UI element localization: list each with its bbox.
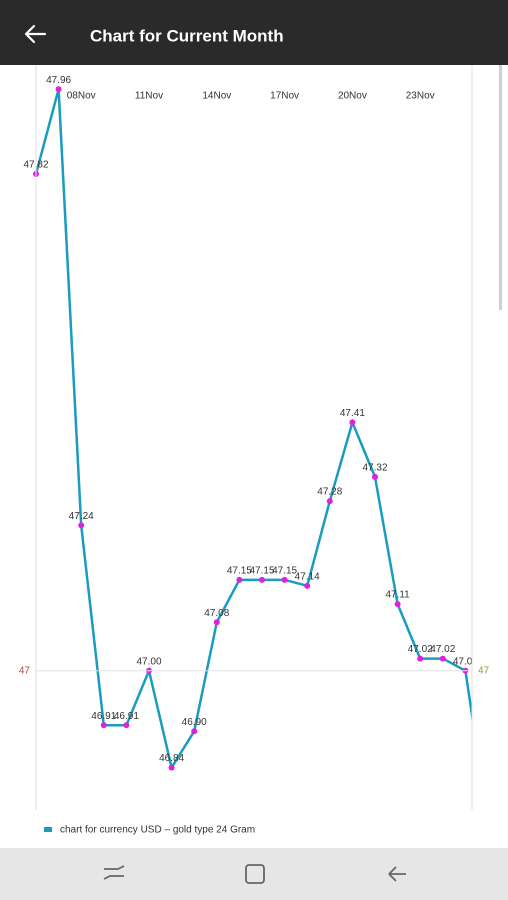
legend-swatch [44, 827, 52, 832]
value-label: 46.90 [182, 717, 207, 728]
value-label: 47.28 [317, 487, 342, 498]
value-label: 47.41 [340, 408, 365, 419]
point [168, 764, 175, 771]
y-tick-label-right: 47 [478, 665, 490, 676]
point [394, 601, 401, 608]
value-label: 47.02 [408, 644, 433, 655]
value-label: 47.96 [46, 75, 71, 86]
plot: 47.8247.9647.2446.9146.9147.0046.8446.90… [23, 75, 491, 825]
point [259, 576, 265, 583]
value-label: 47.11 [385, 590, 410, 601]
point [417, 655, 424, 662]
point [439, 655, 446, 662]
y-tick-label: 47 [19, 665, 31, 676]
x-tick-label: 20Nov [338, 91, 367, 102]
point [236, 576, 243, 583]
point [213, 619, 220, 626]
value-label: 47.15 [272, 565, 297, 576]
point [78, 522, 85, 529]
legend-label: chart for currency USD – gold type 24 Gr… [60, 825, 255, 836]
value-label: 46.84 [159, 753, 184, 764]
value-label: 47.15 [249, 565, 274, 576]
x-tick-label: 23Nov [406, 91, 435, 102]
app-bar [0, 0, 508, 65]
point [349, 419, 356, 426]
x-tick-label: 08Nov [67, 91, 96, 102]
point [100, 722, 107, 729]
x-tick-label: 11Nov [135, 91, 163, 102]
back-button[interactable] [24, 24, 47, 44]
value-label: 47.08 [204, 608, 229, 619]
x-tick-label: 14Nov [202, 91, 231, 102]
nav-icons[interactable] [103, 864, 406, 884]
point [326, 498, 333, 505]
point [304, 582, 311, 589]
value-label: 47.15 [227, 565, 252, 576]
point [281, 576, 288, 583]
point [372, 473, 378, 480]
point [485, 819, 491, 825]
value-label: 47.24 [69, 511, 94, 522]
value-label: 46.91 [91, 711, 116, 722]
nav-bar [0, 848, 508, 900]
point [123, 722, 130, 729]
app-title: Chart for Current Month [90, 26, 284, 45]
value-label: 47.00 [136, 656, 161, 667]
scrollbar [499, 65, 502, 310]
value-label: 47.32 [362, 463, 387, 474]
point [191, 728, 198, 735]
x-tick-label: 17Nov [270, 91, 299, 102]
value-label: 47.14 [295, 572, 320, 583]
value-label: 47.02 [430, 644, 455, 655]
value-label: 46.91 [114, 711, 139, 722]
point [55, 86, 62, 93]
value-label: 47.00 [453, 656, 478, 667]
